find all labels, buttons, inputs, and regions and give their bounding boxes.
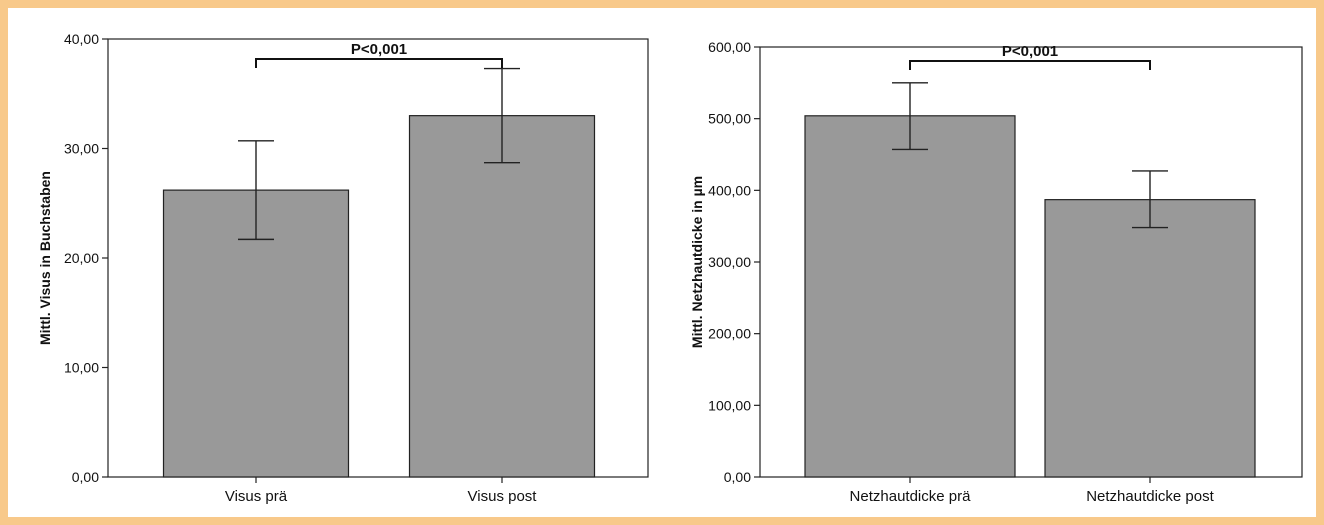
x-category-label: Netzhautdicke prä [850, 488, 972, 505]
y-tick-label: 10,00 [64, 360, 99, 376]
significance-bracket [909, 60, 1151, 70]
y-axis-title: Mittl. Netzhautdicke in µm [689, 176, 705, 348]
y-tick-label: 400,00 [708, 182, 751, 198]
bar [1044, 199, 1256, 478]
significance-label: P<0,001 [351, 41, 407, 58]
x-category-label: Netzhautdicke post [1086, 488, 1214, 505]
y-tick-label: 300,00 [708, 254, 751, 270]
y-tick-label: 600,00 [708, 39, 751, 55]
y-tick-label: 0,00 [72, 469, 99, 485]
y-tick-label: 500,00 [708, 111, 751, 127]
y-tick-label: 200,00 [708, 326, 751, 342]
significance-bracket [255, 58, 503, 68]
y-tick-label: 40,00 [64, 31, 99, 47]
x-category-label: Visus prä [225, 488, 288, 505]
y-tick-label: 100,00 [708, 397, 751, 413]
chart-visus: 0,00 10,00 20,00 30,00 40,00 Mittl. Visus in … [37, 31, 649, 505]
x-category-label: Visus post [468, 488, 538, 505]
significance-label: P<0,001 [1002, 43, 1058, 60]
chart-netzhautdicke: 0,00 100,00 200,00 300,00 400,00 500,00 600,00… [689, 39, 1303, 505]
bar [804, 115, 1016, 478]
y-tick-label: 20,00 [64, 250, 99, 266]
figure-frame: 0,00 10,00 20,00 30,00 40,00 Mittl. Visus in … [8, 8, 1316, 517]
bar [408, 115, 596, 478]
y-tick-label: 0,00 [724, 469, 751, 485]
y-axis-title: Mittl. Visus in Buchstaben [37, 171, 53, 345]
y-tick-label: 30,00 [64, 141, 99, 157]
